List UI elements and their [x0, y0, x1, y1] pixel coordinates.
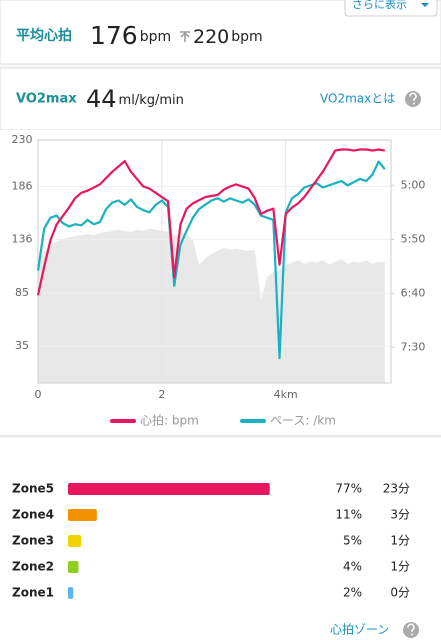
zone-name: Zone4	[12, 508, 54, 522]
max-hr-value: 220	[193, 26, 229, 48]
vo2-card	[0, 67, 441, 131]
zone-bar	[68, 509, 97, 521]
zone-percent: 77%	[335, 482, 362, 496]
vo2-unit: ml/kg/min	[119, 93, 184, 108]
y-tick-label: 186	[12, 179, 33, 192]
help-dot	[413, 102, 415, 105]
help-glyph	[407, 623, 415, 632]
help-dot	[411, 633, 413, 636]
zone-bar	[68, 561, 79, 573]
max-hr: 220 bpm	[193, 26, 263, 48]
y2-tick-label: 5:50	[401, 232, 426, 245]
avg-hr-unit: bpm	[140, 29, 171, 45]
avg-hr-label: 平均心拍	[16, 27, 72, 44]
zone-percent: 2%	[343, 586, 362, 600]
more-button-caret	[421, 3, 429, 7]
zone-percent: 11%	[335, 508, 362, 522]
zone-name: Zone1	[12, 586, 54, 600]
vo2-link[interactable]: VO2maxとは	[320, 92, 395, 106]
vo2: 44 ml/kg/min	[86, 85, 184, 113]
zone-name: Zone2	[12, 560, 54, 574]
legend-label: ペース: /km	[270, 414, 336, 428]
vo2-label: VO2max	[16, 92, 77, 107]
y2-tick-label: 5:00	[401, 178, 426, 191]
legend-label: 心拍: bpm	[140, 413, 199, 428]
x-tick-label: 4km	[274, 388, 298, 401]
zone-minutes: 0分	[390, 586, 410, 600]
zone-bar	[68, 483, 270, 495]
y-tick-label: 35	[15, 339, 29, 352]
zone-minutes: 23分	[383, 482, 410, 496]
avg-hr-value: 176	[90, 21, 138, 50]
max-icon	[180, 31, 190, 42]
zone-name: Zone5	[12, 482, 54, 496]
vo2-value: 44	[86, 85, 117, 113]
y2-tick-label: 7:30	[401, 340, 426, 353]
y-tick-label: 230	[12, 133, 33, 146]
max-hr-unit: bpm	[231, 29, 262, 45]
zone-card	[0, 438, 441, 640]
more-button[interactable]: さらに表示	[344, 0, 438, 17]
more-button-text[interactable]: さらに表示	[352, 0, 407, 11]
help-icon[interactable]	[405, 91, 421, 107]
x-tick-label: 0	[35, 388, 42, 401]
elevation-area	[38, 228, 385, 383]
zone-minutes: 1分	[390, 560, 410, 574]
zone-minutes: 3分	[390, 508, 410, 522]
avg-hr: 176 bpm	[90, 21, 171, 50]
help-glyph	[409, 92, 417, 101]
zone-bar	[68, 587, 74, 599]
y-tick-label: 136	[12, 232, 33, 245]
more-button-box[interactable]	[344, 0, 438, 17]
help-circle[interactable]	[403, 622, 419, 638]
y-tick-label: 85	[15, 286, 29, 299]
zone-minutes: 1分	[390, 534, 410, 548]
help-circle[interactable]	[405, 91, 421, 107]
series-line	[36, 160, 386, 360]
series-line	[36, 148, 385, 296]
zone-percent: 5%	[343, 534, 362, 548]
zone-percent: 4%	[343, 560, 362, 574]
zone-help-icon[interactable]	[403, 622, 419, 638]
x-tick-label: 2	[158, 388, 165, 401]
plot-frame	[37, 139, 392, 384]
y2-tick-label: 6:40	[401, 286, 426, 299]
zone-bar	[68, 535, 82, 547]
zone-name: Zone3	[12, 534, 54, 548]
zone-link[interactable]: 心拍ゾーン	[330, 622, 389, 637]
